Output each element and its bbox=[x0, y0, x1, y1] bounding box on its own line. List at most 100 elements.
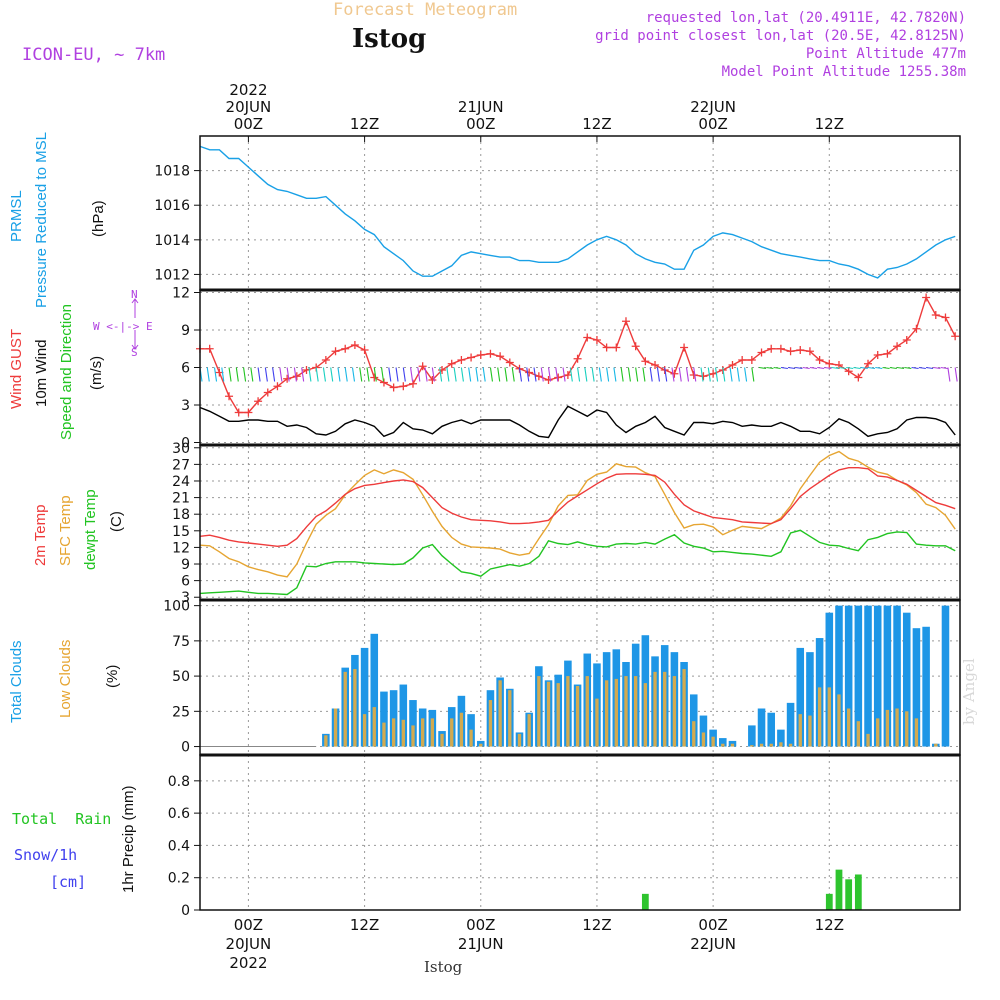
low-cloud-bar bbox=[905, 711, 909, 747]
low-cloud-bar bbox=[856, 721, 861, 747]
wind-direction-arrow bbox=[926, 366, 934, 370]
compass-west-east: W <-|-> E bbox=[93, 320, 153, 333]
low-cloud-bar bbox=[895, 708, 899, 747]
low-cloud-bar bbox=[421, 718, 425, 747]
panel-frames bbox=[199, 135, 961, 911]
low-cloud-bar bbox=[663, 671, 667, 747]
pressure-line bbox=[199, 145, 956, 279]
low-cloud-bar bbox=[401, 719, 405, 747]
wind-direction-arrow bbox=[497, 367, 501, 382]
gust-marker bbox=[651, 361, 660, 369]
total-cloud-bar bbox=[912, 628, 921, 747]
total-cloud-bar bbox=[370, 633, 379, 747]
wind-direction-arrow bbox=[504, 367, 508, 382]
wind-direction-arrow bbox=[598, 367, 602, 382]
total-cloud-bar bbox=[767, 712, 775, 747]
wind-direction-arrow bbox=[577, 367, 581, 382]
low-cloud-bar bbox=[430, 718, 435, 747]
y-tick-label: 18 bbox=[172, 507, 190, 523]
gust-marker bbox=[699, 372, 708, 381]
wind-direction-arrow bbox=[788, 366, 796, 370]
wind-direction-arrow bbox=[773, 366, 781, 370]
gust-marker bbox=[951, 332, 960, 341]
gust-marker bbox=[399, 382, 408, 391]
rain-bar bbox=[845, 879, 853, 910]
station-name: Istog bbox=[352, 24, 427, 54]
gust-marker bbox=[805, 347, 814, 356]
gust-marker bbox=[922, 293, 931, 302]
wind-direction-arrow bbox=[584, 367, 588, 382]
gust-marker bbox=[825, 359, 834, 368]
gust-marker bbox=[418, 362, 427, 371]
gust-marker bbox=[563, 371, 572, 379]
wind-direction-arrow bbox=[664, 367, 668, 382]
gust-marker bbox=[447, 359, 456, 368]
wind-direction-arrow bbox=[402, 367, 406, 382]
wind-direction-arrow bbox=[678, 367, 682, 382]
y-tick-label: 0.4 bbox=[168, 838, 190, 854]
gust-marker bbox=[360, 346, 369, 354]
wind-direction-arrow bbox=[947, 367, 951, 382]
gust-marker bbox=[738, 356, 747, 364]
top-axis-label: 21JUN bbox=[458, 98, 504, 116]
low-cloud-bar bbox=[585, 676, 589, 747]
gust-marker bbox=[554, 373, 563, 382]
wind-direction-arrow bbox=[243, 367, 247, 382]
total-cloud-bar bbox=[719, 738, 727, 747]
y-tick-label: 0 bbox=[181, 903, 190, 919]
total-cloud-bar bbox=[844, 605, 853, 747]
wind-direction-arrow bbox=[685, 367, 690, 382]
y-tick-label: 3 bbox=[181, 590, 190, 606]
gust-marker bbox=[438, 366, 447, 374]
gust-marker bbox=[350, 341, 359, 349]
wind-direction-arrow bbox=[235, 367, 239, 382]
y-tick-label: 27 bbox=[172, 457, 190, 473]
bottom-axis-label: 00Z bbox=[234, 916, 263, 934]
cloud-panel: 0 25 50 75 100 bbox=[163, 599, 950, 756]
wind-direction-arrow bbox=[751, 367, 755, 382]
low-cloud-bar bbox=[517, 733, 522, 747]
wind-direction-arrow bbox=[714, 367, 719, 382]
wind-direction-arrow bbox=[272, 367, 276, 382]
gust-marker bbox=[476, 351, 485, 359]
gust-marker bbox=[544, 376, 553, 384]
y-tick-label: 30 bbox=[172, 441, 190, 457]
y-tick-label: 12 bbox=[172, 286, 190, 302]
total-cloud-bar bbox=[922, 626, 930, 747]
wind-direction-arrow bbox=[954, 367, 958, 382]
low-cloud-bar bbox=[788, 743, 793, 747]
low-cloud-bar bbox=[885, 709, 890, 747]
gust-marker bbox=[776, 344, 785, 353]
wind-direction-arrow bbox=[736, 367, 740, 382]
bottom-axis-label: 2022 bbox=[229, 954, 267, 972]
low-cloud-bar bbox=[488, 700, 493, 747]
wind-direction-arrow bbox=[388, 367, 392, 382]
wind-direction-arrow bbox=[635, 367, 639, 382]
wind-direction-arrow bbox=[475, 367, 479, 382]
gust-marker bbox=[263, 388, 272, 397]
wind-direction-arrow bbox=[627, 367, 631, 382]
wind-direction-arrow bbox=[511, 367, 515, 382]
gust-marker bbox=[205, 344, 214, 353]
y-tick-label: 1016 bbox=[154, 198, 190, 214]
low-cloud-bar bbox=[498, 680, 502, 747]
low-cloud-bar bbox=[537, 676, 541, 747]
y-tick-label: 21 bbox=[172, 491, 190, 507]
gust-marker bbox=[670, 369, 679, 378]
low-cloud-bar bbox=[827, 687, 831, 747]
wind-direction-arrow bbox=[795, 366, 803, 370]
total-cloud-bar bbox=[825, 612, 834, 747]
gust-marker bbox=[893, 342, 902, 351]
y-tick-label: 24 bbox=[172, 474, 190, 490]
chart-title: Forecast Meteogram bbox=[333, 0, 518, 20]
y-tick-label: 6 bbox=[181, 361, 190, 377]
gust-marker bbox=[321, 356, 330, 364]
wind-direction-arrow bbox=[700, 367, 704, 382]
wind-direction-arrow bbox=[860, 366, 868, 370]
wind-direction-arrow bbox=[889, 366, 897, 370]
low-cloud-bar bbox=[362, 714, 367, 747]
wind-direction-arrow bbox=[431, 367, 435, 382]
gust-marker bbox=[796, 346, 805, 354]
gust-marker bbox=[612, 343, 621, 352]
